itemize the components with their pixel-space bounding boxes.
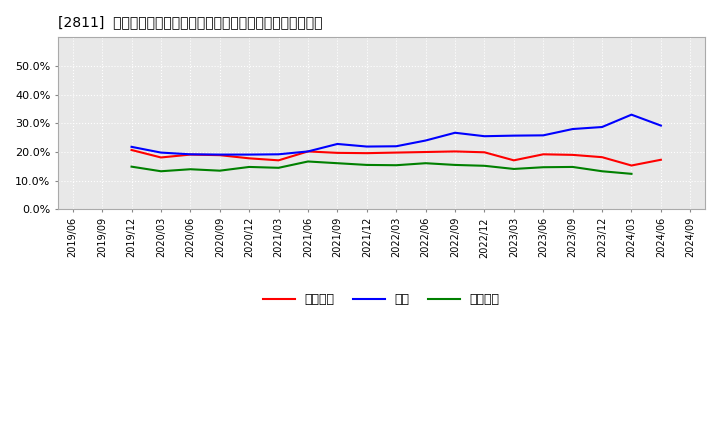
買入債務 (539, 165, 548, 170)
在庫 (186, 152, 194, 157)
売上債権 (392, 150, 400, 155)
買入債務 (362, 162, 371, 168)
在庫 (245, 152, 253, 157)
買入債務 (598, 169, 606, 174)
買入債務 (627, 171, 636, 176)
売上債権 (568, 152, 577, 158)
売上債権 (421, 149, 430, 154)
買入債務 (157, 169, 166, 174)
売上債権 (480, 150, 489, 155)
在庫 (392, 143, 400, 149)
売上債権 (539, 152, 548, 157)
売上債権 (627, 163, 636, 168)
在庫 (304, 149, 312, 154)
在庫 (598, 125, 606, 130)
売上債権 (215, 153, 224, 158)
買入債務 (333, 161, 342, 166)
売上債権 (598, 154, 606, 160)
売上債権 (304, 149, 312, 154)
在庫 (451, 130, 459, 136)
買入債務 (304, 159, 312, 164)
買入債務 (245, 164, 253, 169)
在庫 (362, 144, 371, 149)
在庫 (657, 123, 665, 128)
売上債権 (127, 147, 136, 153)
在庫 (333, 141, 342, 147)
在庫 (127, 144, 136, 150)
Line: 在庫: 在庫 (132, 115, 661, 154)
買入債務 (186, 167, 194, 172)
在庫 (627, 112, 636, 117)
在庫 (510, 133, 518, 138)
在庫 (421, 138, 430, 143)
Legend: 売上債権, 在庫, 買入債務: 売上債権, 在庫, 買入債務 (258, 288, 505, 311)
在庫 (215, 152, 224, 157)
買入債務 (568, 164, 577, 169)
Line: 買入債務: 買入債務 (132, 161, 631, 174)
売上債権 (451, 149, 459, 154)
買入債務 (274, 165, 283, 170)
買入債務 (421, 161, 430, 166)
Line: 売上債権: 売上債権 (132, 150, 661, 165)
在庫 (274, 152, 283, 157)
買入債務 (510, 166, 518, 172)
売上債権 (657, 157, 665, 162)
買入債務 (215, 168, 224, 173)
売上債権 (274, 158, 283, 163)
在庫 (157, 150, 166, 155)
売上債権 (362, 150, 371, 156)
売上債権 (333, 150, 342, 155)
買入債務 (392, 162, 400, 168)
在庫 (568, 126, 577, 132)
買入債務 (480, 163, 489, 169)
売上債権 (245, 156, 253, 161)
買入債務 (127, 164, 136, 169)
売上債権 (186, 152, 194, 157)
在庫 (480, 134, 489, 139)
Text: [2811]  売上債権、在庫、買入債務の総資産に対する比率の推移: [2811] 売上債権、在庫、買入債務の総資産に対する比率の推移 (58, 15, 323, 29)
売上債権 (510, 158, 518, 163)
買入債務 (451, 162, 459, 168)
在庫 (539, 133, 548, 138)
売上債権 (157, 155, 166, 160)
